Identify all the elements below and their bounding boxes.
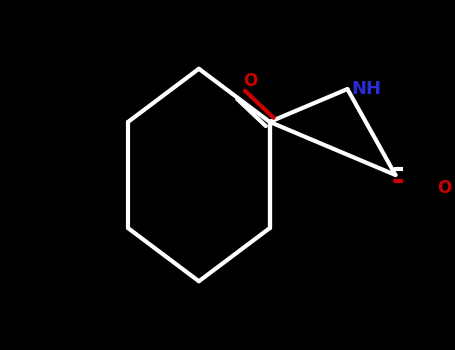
Text: O: O <box>437 179 451 197</box>
Text: O: O <box>243 72 258 90</box>
Text: NH: NH <box>351 80 381 98</box>
